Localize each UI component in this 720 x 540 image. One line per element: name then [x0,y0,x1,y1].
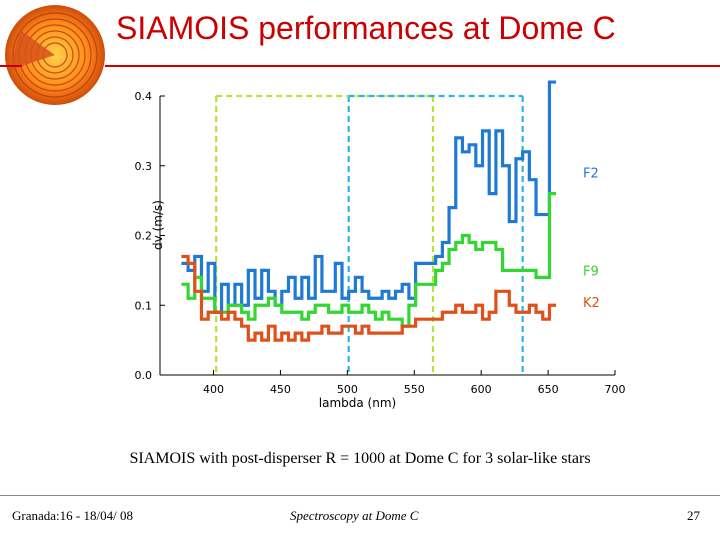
series-line-k2 [181,254,557,342]
chart-area: F2 F9 K2 0.0 0.1 0.2 0.3 0.4 400 450 500 550 600 650 7… [120,78,640,423]
x-tick-label: 700 [605,383,626,396]
x-tick-label: 600 [471,383,492,396]
y-axis-label: dv (m/s) [150,200,165,250]
title-divider [105,65,720,67]
y-tick-label: 0.1 [135,299,153,312]
y-tick-label: 0.0 [135,369,153,382]
footer-talk-title: Spectroscopy at Dome C [290,508,419,523]
page-number: 27 [687,508,700,523]
sun-interior-icon [5,5,105,105]
series-label-k2: K2 [583,296,600,311]
x-tick-label: 500 [337,383,358,396]
series-line-f9 [181,192,557,328]
x-axis-label: lambda (nm) [319,396,396,410]
title-divider-left [0,65,22,67]
x-tick-label: 400 [203,383,224,396]
footer-location-date: Granada:16 - 18/04/ 08 [12,508,133,523]
series-line-f2 [181,80,557,314]
x-tick-label: 450 [270,383,291,396]
page-title: SIAMOIS performances at Dome C [116,10,616,46]
y-tick-label: 0.3 [135,160,153,173]
x-tick-label: 550 [404,383,425,396]
y-tick-label: 0.2 [135,230,153,243]
y-tick-label: 0.4 [135,90,153,103]
figure-caption: SIAMOIS with post-disperser R = 1000 at … [129,450,591,467]
series-label-f2: F2 [583,167,599,182]
footer-divider [0,495,720,496]
series-label-f9: F9 [583,264,599,279]
chart-svg: F2 F9 K2 0.0 0.1 0.2 0.3 0.4 400 450 500 550 600 650 7… [135,80,626,410]
x-tick-label: 650 [538,383,559,396]
